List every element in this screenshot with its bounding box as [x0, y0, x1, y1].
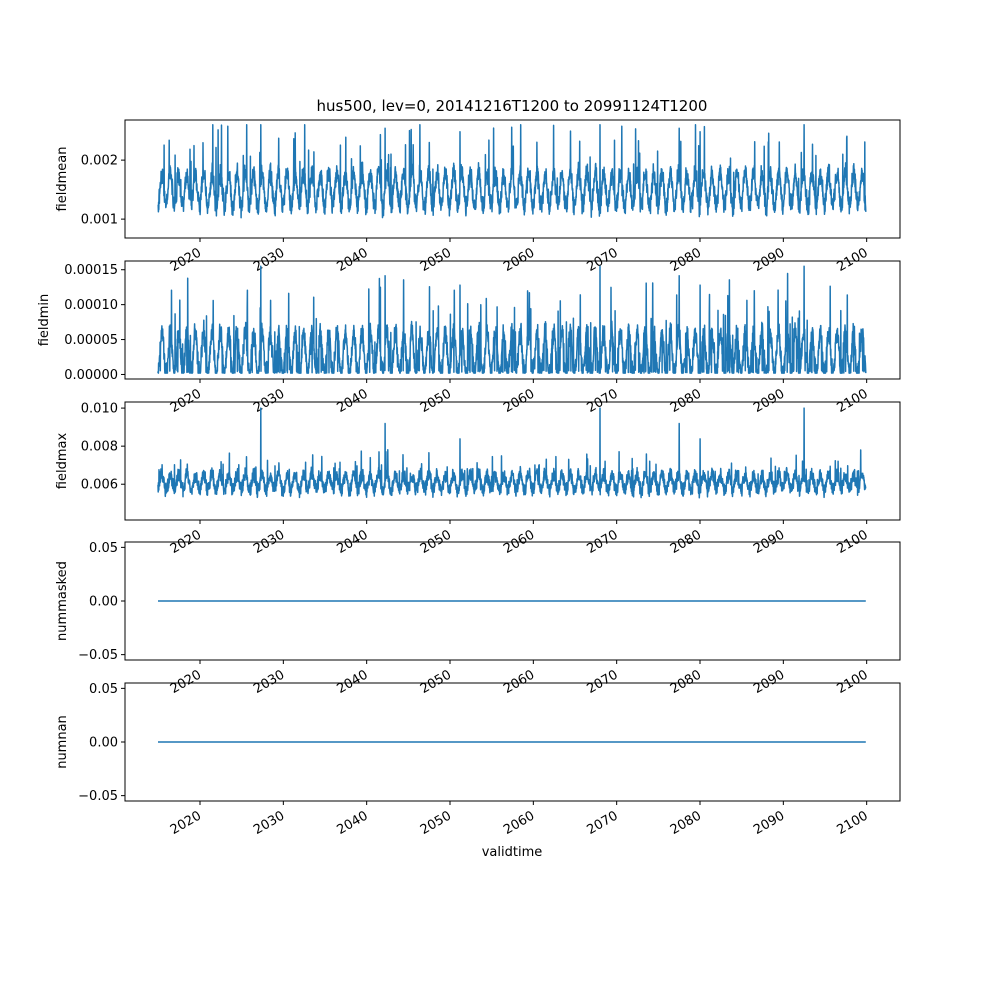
y-tick-label: 0.00: [89, 736, 118, 751]
y-tick-label: −0.05: [78, 789, 118, 804]
series-line-fieldmin: [157, 265, 867, 374]
y-tick-label: 0.001: [81, 213, 118, 228]
y-tick-label: 0.05: [89, 682, 118, 697]
axes-frame: [124, 401, 901, 521]
y-tick-label: 0.00015: [64, 263, 118, 278]
y-tick-label: 0.00010: [64, 298, 118, 313]
y-tick-label: −0.05: [78, 648, 118, 663]
y-tick-label: 0.00000: [64, 368, 118, 383]
axes-frame: [124, 119, 901, 239]
x-axis-label: validtime: [482, 845, 543, 860]
y-tick-label: 0.00005: [64, 333, 118, 348]
series-line-fieldmean: [157, 123, 867, 219]
y-tick-label: 0.002: [81, 154, 118, 169]
y-tick-label: 0.010: [81, 402, 118, 417]
y-tick-label: 0.00: [89, 595, 118, 610]
y-axis-label-fieldmin: fieldmin: [37, 294, 52, 347]
axes-frame: [124, 260, 901, 380]
y-tick-label: 0.05: [89, 541, 118, 556]
y-axis-label-fieldmax: fieldmax: [55, 433, 70, 490]
y-tick-label: 0.006: [81, 478, 118, 493]
figure-title: hus500, lev=0, 20141216T1200 to 20991124…: [317, 97, 708, 115]
y-axis-label-nummasked: nummasked: [55, 561, 70, 641]
series-line-fieldmax: [157, 407, 867, 499]
y-tick-label: 0.008: [81, 440, 118, 455]
y-axis-label-numnan: numnan: [55, 715, 70, 769]
y-axis-label-fieldmean: fieldmean: [55, 147, 70, 212]
